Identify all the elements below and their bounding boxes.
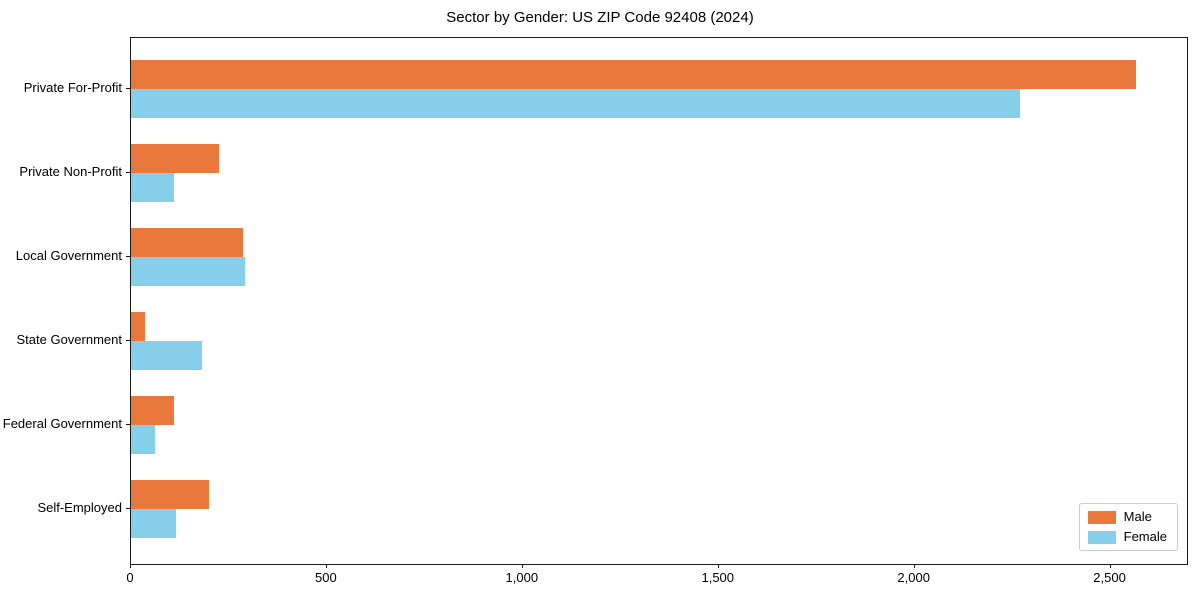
bar-female-private-for-profit — [131, 89, 1020, 118]
bar-male-state-government — [131, 312, 145, 341]
bar-female-state-government — [131, 341, 202, 370]
x-tick-mark-500 — [325, 564, 327, 568]
x-tick-mark-1000 — [521, 564, 523, 568]
x-tick-mark-0 — [130, 564, 131, 568]
y-tick-mark-local-government — [126, 256, 130, 257]
y-tick-label-state-government: State Government — [16, 332, 123, 347]
bar-male-self-employed — [131, 480, 209, 509]
x-tick-label-500: 500 — [315, 570, 337, 585]
bar-male-private-non-profit — [131, 144, 219, 173]
bar-male-local-government — [131, 228, 243, 257]
legend-label-male: Male — [1123, 509, 1152, 524]
bar-female-federal-government — [131, 425, 155, 454]
y-tick-label-private-for-profit: Private For-Profit — [23, 80, 122, 95]
y-tick-label-self-employed: Self-Employed — [37, 500, 122, 515]
bar-female-local-government — [131, 257, 245, 286]
y-tick-label-private-non-profit: Private Non-Profit — [19, 164, 122, 179]
x-tick-label-1000: 1,000 — [505, 570, 539, 585]
y-tick-label-local-government: Local Government — [15, 248, 122, 263]
plot-area — [130, 37, 1188, 565]
chart-title: Sector by Gender: US ZIP Code 92408 (202… — [446, 9, 754, 26]
bar-female-self-employed — [131, 509, 176, 538]
y-tick-mark-self-employed — [126, 508, 130, 509]
x-tick-label-2500: 2,500 — [1093, 570, 1126, 585]
y-tick-mark-private-non-profit — [126, 172, 130, 173]
bar-female-private-non-profit — [131, 173, 174, 202]
x-tick-mark-2500 — [1109, 564, 1111, 568]
bar-male-private-for-profit — [131, 60, 1136, 89]
x-tick-mark-1500 — [717, 564, 719, 568]
y-tick-mark-state-government — [126, 340, 130, 341]
legend-swatch-female — [1087, 530, 1116, 544]
legend-item-female: Female — [1087, 529, 1167, 544]
x-tick-label-0: 0 — [126, 570, 134, 585]
legend-item-male: Male — [1087, 509, 1167, 524]
legend-swatch-male — [1087, 510, 1116, 524]
legend: Male Female — [1078, 503, 1178, 551]
y-tick-mark-private-for-profit — [126, 88, 130, 89]
x-tick-mark-2000 — [913, 564, 915, 568]
bar-male-federal-government — [131, 396, 174, 425]
y-tick-label-federal-government: Federal Government — [2, 416, 122, 431]
legend-label-female: Female — [1123, 529, 1167, 544]
x-tick-label-1500: 1,500 — [701, 570, 735, 585]
y-tick-mark-federal-government — [126, 424, 130, 425]
x-tick-label-2000: 2,000 — [897, 570, 930, 585]
